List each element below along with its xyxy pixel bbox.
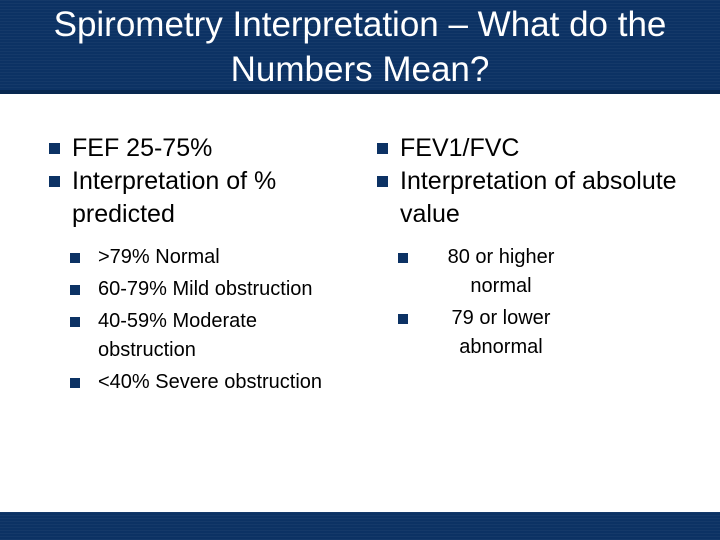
- square-bullet-icon: [70, 253, 80, 263]
- bullet-point: Interpretation of % predicted: [48, 165, 338, 231]
- square-bullet-icon: [49, 176, 60, 187]
- bullet-text: Interpretation of absolute value: [400, 167, 677, 228]
- sub-bullet-text: 40-59% Moderate obstruction: [98, 310, 257, 361]
- bullet-text: Interpretation of % predicted: [72, 167, 277, 228]
- bullet-text: FEV1/FVC: [400, 134, 520, 162]
- bullet-point: FEF 25-75%: [48, 132, 338, 165]
- sub-bullet-point: >79% Normal: [70, 243, 338, 272]
- square-bullet-icon: [70, 285, 80, 295]
- square-bullet-icon: [398, 253, 408, 263]
- bullet-point: Interpretation of absolute value: [376, 165, 696, 231]
- sub-bullet-text: 60-79% Mild obstruction: [98, 278, 313, 300]
- sub-bullet-point: 40-59% Moderate obstruction: [70, 307, 338, 365]
- square-bullet-icon: [70, 317, 80, 327]
- sub-bullet-point: 80 or higher normal: [398, 243, 696, 301]
- square-bullet-icon: [377, 176, 388, 187]
- bullet-point: FEV1/FVC: [376, 132, 696, 165]
- title-bar: Spirometry Interpretation – What do the …: [0, 0, 720, 94]
- bullet-text: FEF 25-75%: [72, 134, 213, 162]
- sub-bullet-point: <40% Severe obstruction: [70, 368, 338, 397]
- square-bullet-icon: [49, 143, 60, 154]
- footer-bar: [0, 512, 720, 540]
- square-bullet-icon: [70, 378, 80, 388]
- sub-bullet-text: >79% Normal: [98, 246, 220, 268]
- right-column: FEV1/FVC Interpretation of absolute valu…: [376, 132, 696, 365]
- sub-bullet-text: 79 or lower abnormal: [451, 307, 551, 358]
- left-column: FEF 25-75% Interpretation of % predicted…: [48, 132, 338, 400]
- square-bullet-icon: [377, 143, 388, 154]
- slide-title: Spirometry Interpretation – What do the …: [53, 5, 667, 89]
- sub-bullet-text: <40% Severe obstruction: [98, 371, 323, 393]
- sub-bullet-text: 80 or higher normal: [447, 246, 555, 297]
- square-bullet-icon: [398, 314, 408, 324]
- sub-bullet-list: >79% Normal 60-79% Mild obstruction 40-5…: [48, 243, 338, 397]
- sub-bullet-point: 79 or lower abnormal: [398, 304, 696, 362]
- sub-bullet-list: 80 or higher normal 79 or lower abnormal: [376, 243, 696, 362]
- sub-bullet-point: 60-79% Mild obstruction: [70, 275, 338, 304]
